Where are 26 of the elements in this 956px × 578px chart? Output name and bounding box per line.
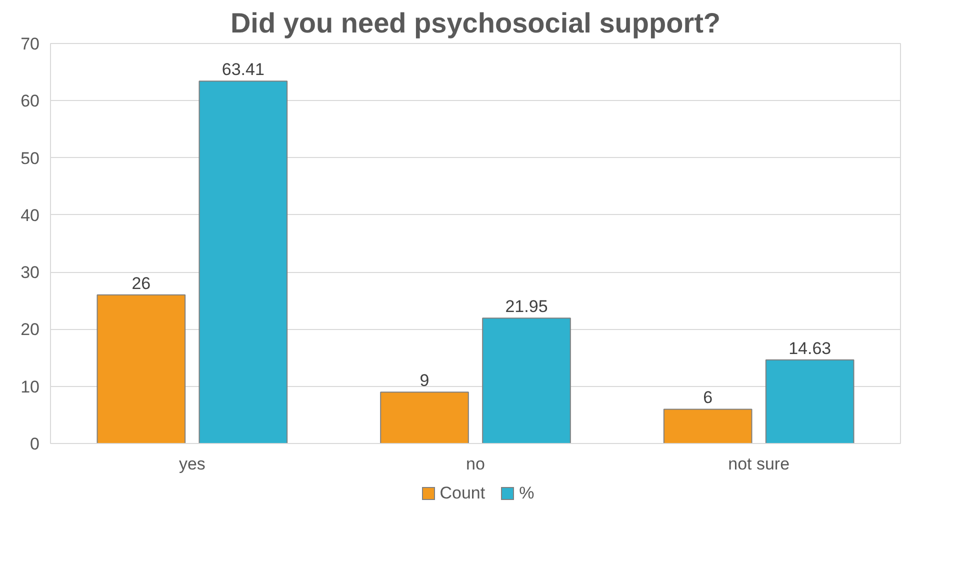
y-tick-label: 40 — [20, 206, 40, 225]
data-label: 14.63 — [788, 338, 832, 358]
y-tick-label: 20 — [20, 320, 40, 340]
bar — [765, 359, 854, 444]
data-label: 9 — [420, 371, 430, 390]
x-tick-label: yes — [178, 454, 206, 474]
data-label: 6 — [703, 388, 713, 408]
y-tick-label: 0 — [30, 434, 40, 454]
x-tick-label: not sure — [728, 454, 790, 474]
y-tick-label: 30 — [20, 263, 40, 282]
bar — [96, 294, 186, 444]
data-label: 21.95 — [505, 297, 548, 316]
bar — [663, 408, 752, 444]
bar — [380, 392, 469, 444]
legend-label: Count — [440, 483, 486, 502]
y-tick-label: 10 — [20, 377, 40, 396]
chart-title: Did you need psychosocial support? — [230, 8, 721, 38]
data-label: 63.41 — [222, 60, 264, 80]
bar — [482, 318, 571, 444]
data-label: 26 — [132, 274, 151, 293]
y-tick-label: 60 — [20, 92, 40, 111]
x-tick-label: no — [466, 454, 485, 474]
y-tick-label: 70 — [20, 34, 40, 54]
y-tick-label: 50 — [20, 148, 40, 168]
legend-label: % — [519, 483, 534, 502]
bar — [198, 80, 288, 444]
